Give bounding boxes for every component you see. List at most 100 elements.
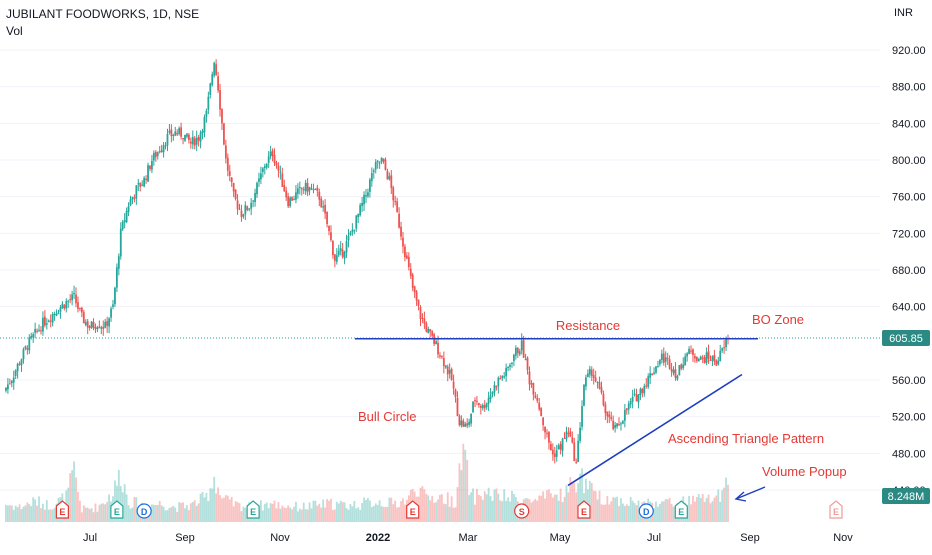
candle-body [90, 321, 93, 328]
volume-bar [345, 508, 348, 522]
x-tick-label: Mar [459, 532, 478, 544]
bo-zone-label: BO Zone [752, 312, 804, 327]
candle-body [197, 137, 200, 141]
candle-body [392, 187, 395, 201]
event-earnings-icon[interactable] [406, 500, 420, 519]
volume-bar [283, 507, 286, 522]
volume-bar [464, 449, 467, 522]
volume-bar [209, 488, 212, 522]
candle-body [526, 357, 529, 371]
volume-bar [427, 495, 430, 522]
event-earnings-icon[interactable] [674, 500, 688, 519]
candle-body [43, 316, 46, 326]
volume-bar [625, 504, 628, 522]
candle-body [114, 287, 116, 305]
volume-bar [361, 503, 364, 522]
candle-body [441, 356, 443, 358]
event-earnings-icon[interactable] [829, 500, 843, 519]
volume-bar [226, 495, 229, 522]
volume-bar [230, 496, 233, 522]
event-dividend-icon[interactable] [136, 503, 152, 519]
candle-body [622, 421, 624, 424]
event-dividend-icon[interactable] [638, 503, 654, 519]
candle-body [330, 232, 332, 241]
volume-bar [553, 494, 556, 522]
candle-body [256, 182, 258, 195]
volume-bar [355, 508, 358, 522]
volume-bar [448, 506, 451, 522]
volume-bar [396, 507, 399, 522]
volume-bar [565, 485, 568, 522]
event-earnings-icon[interactable] [577, 500, 591, 519]
volume-bar [154, 505, 157, 522]
volume-bar [627, 505, 630, 522]
candle-body [476, 400, 478, 402]
candle-body [246, 206, 249, 210]
volume-bar [195, 505, 198, 522]
volume-bar [505, 500, 508, 522]
volume-bar [585, 478, 587, 522]
candle-body [684, 356, 687, 366]
candle-body [228, 171, 231, 176]
candle-body [653, 372, 655, 374]
candle-body [166, 133, 169, 146]
candle-body [127, 206, 130, 212]
volume-bar [633, 502, 636, 522]
candle-body [22, 349, 25, 360]
volume-bar [709, 503, 712, 522]
trendline[interactable] [567, 373, 743, 487]
volume-bar [47, 509, 50, 522]
price-badge [882, 329, 930, 346]
candle-body [359, 205, 362, 216]
candle-body [641, 388, 644, 393]
candle-body [351, 229, 354, 233]
volume-bar [701, 494, 704, 522]
volume-bar [330, 498, 332, 522]
candle-body [119, 228, 122, 257]
candle-body [425, 323, 428, 332]
candle-body [254, 192, 256, 202]
candle-body [501, 376, 504, 379]
volume-bar [573, 482, 576, 522]
candle-body [151, 160, 153, 170]
volume-bar [670, 503, 673, 522]
candle-body [174, 131, 177, 136]
volume-bar [125, 494, 128, 522]
volume-bar [275, 508, 278, 522]
candle-body [499, 378, 502, 380]
candle-body [115, 267, 118, 288]
candle-body [660, 353, 663, 361]
volume-bar [201, 491, 204, 522]
candle-body [692, 349, 694, 356]
candle-body [5, 387, 7, 391]
candle-body [250, 202, 253, 209]
candle-body [12, 377, 15, 383]
arrow-head [734, 491, 747, 502]
y-tick-label: 560.00 [892, 375, 926, 387]
volume-bar [623, 505, 626, 522]
volume-bar [622, 503, 624, 522]
event-earnings-icon[interactable] [110, 500, 124, 519]
volume-bar [341, 502, 344, 522]
event-earnings-icon[interactable] [55, 500, 69, 519]
candle-body [135, 185, 138, 199]
candle-body [145, 178, 147, 181]
candle-body [271, 150, 274, 157]
volume-bar [45, 500, 48, 522]
candle-body [483, 405, 486, 409]
candle-body [409, 268, 412, 276]
volume-bar [546, 490, 548, 522]
candle-body [690, 350, 692, 352]
event-label: E [410, 507, 416, 517]
volume-bar [442, 503, 445, 522]
volume-bar [534, 498, 537, 522]
candle-body [567, 432, 570, 434]
candle-body [357, 213, 360, 218]
candle-body [396, 201, 399, 213]
volume-bar [501, 501, 504, 522]
candle-body [540, 407, 543, 417]
volume-bar [34, 499, 37, 522]
event-earnings-icon[interactable] [246, 500, 260, 519]
event-split-icon[interactable] [514, 503, 530, 519]
